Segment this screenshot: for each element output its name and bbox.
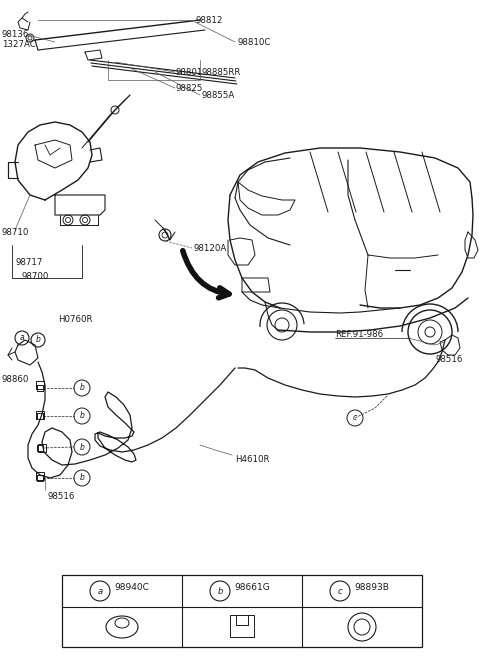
Text: 98801: 98801 [176,68,204,77]
Text: 98516: 98516 [435,355,462,364]
Text: 98661G: 98661G [234,583,270,592]
Text: H4610R: H4610R [235,455,269,464]
Text: a: a [97,586,103,596]
Text: b: b [217,586,223,596]
Text: 98516: 98516 [48,492,75,501]
Text: b: b [80,474,84,483]
Text: b: b [80,443,84,451]
Text: b: b [36,335,40,344]
Text: 98860: 98860 [2,375,29,384]
Text: 98810C: 98810C [238,38,271,47]
Text: c: c [338,586,342,596]
Text: 98825: 98825 [176,84,204,93]
Text: 98120A: 98120A [194,244,227,253]
Text: 98136: 98136 [2,30,29,39]
Text: 98700: 98700 [22,272,49,281]
Text: H0760R: H0760R [58,315,93,324]
Text: 98855A: 98855A [202,91,235,100]
Text: 98885RR: 98885RR [202,68,241,77]
Text: 98717: 98717 [15,258,42,267]
Text: 98940C: 98940C [114,583,149,592]
Text: 98893B: 98893B [354,583,389,592]
Text: REF.91-986: REF.91-986 [335,330,383,339]
Text: b: b [80,411,84,420]
Text: a: a [20,333,24,342]
Text: 98710: 98710 [2,228,29,237]
Text: 98812: 98812 [196,16,223,25]
Text: b: b [80,384,84,392]
Text: 1327AC: 1327AC [2,40,36,49]
Text: c: c [353,413,357,422]
